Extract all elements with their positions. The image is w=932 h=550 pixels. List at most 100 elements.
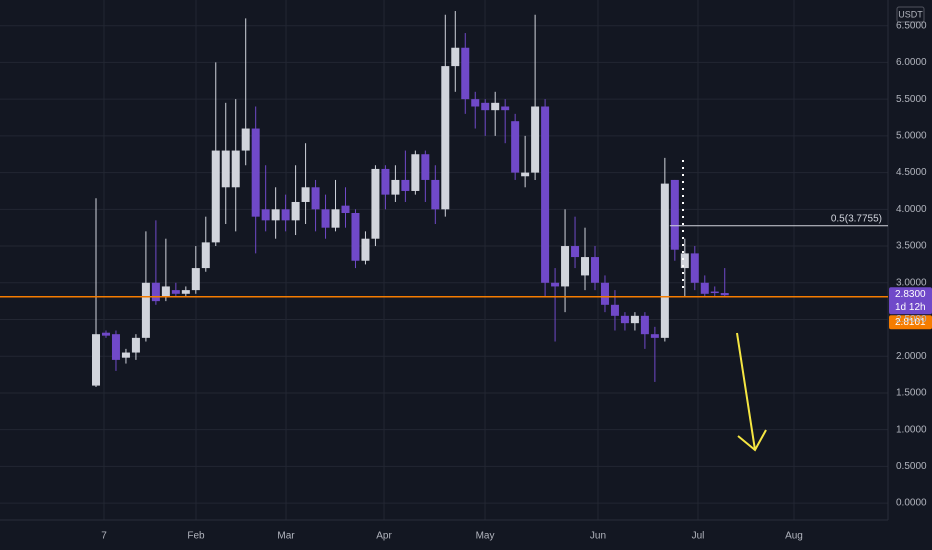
candle-body — [391, 179, 400, 195]
candle-body — [191, 268, 200, 291]
unit-box — [896, 6, 925, 23]
candle-body — [461, 47, 470, 100]
y-tick-label: 6.0000 — [896, 57, 927, 68]
forecast-arrow — [736, 332, 767, 452]
candle-body — [571, 246, 580, 258]
y-tick-label: 4.5000 — [896, 167, 927, 178]
candle-body — [341, 205, 350, 213]
candle-body — [331, 209, 340, 228]
candle-body — [670, 179, 679, 250]
x-tick-label: Aug — [785, 531, 803, 542]
candle-body — [640, 315, 649, 335]
candle-body — [401, 179, 410, 191]
candle-body — [421, 154, 430, 180]
candle-body — [291, 201, 300, 221]
arrow-head — [737, 429, 767, 452]
price-line-tag — [889, 315, 932, 330]
candle-body — [710, 291, 719, 294]
candle-body — [171, 290, 180, 294]
candle-body — [121, 352, 130, 358]
y-tick-label: 2.0000 — [896, 351, 927, 362]
y-tick-label: 0.5000 — [896, 461, 927, 472]
y-tick-label: 1.5000 — [896, 388, 927, 399]
candle-body — [481, 102, 490, 111]
candle-body — [531, 106, 540, 173]
x-tick-label: Apr — [376, 531, 392, 542]
y-tick-label: 5.0000 — [896, 131, 927, 142]
candle-body — [271, 209, 280, 221]
candle-body — [361, 238, 370, 261]
candle-body — [211, 150, 220, 243]
candle-body — [371, 168, 380, 239]
last-price-tag — [889, 287, 932, 315]
candle-body — [471, 99, 480, 107]
candle-body — [251, 128, 260, 217]
candle-body — [231, 150, 240, 188]
candle-body — [680, 253, 689, 269]
candle-body — [541, 106, 550, 283]
candle-body — [311, 187, 320, 210]
y-tick-label: 2.5000 — [896, 314, 927, 325]
candle-body — [301, 187, 310, 202]
candle-body — [600, 282, 609, 305]
x-tick-label: 7 — [101, 531, 107, 542]
overlays: 0.5(3.7755) 2.8300 1d 12h 2.8101 — [0, 213, 932, 330]
candle-body — [451, 47, 460, 67]
candle-body — [92, 334, 101, 386]
candle-body — [141, 282, 150, 338]
candle-body — [501, 106, 510, 111]
candles — [92, 11, 729, 388]
x-tick-label: Jun — [590, 531, 606, 542]
candle-body — [381, 168, 390, 195]
candle-body — [630, 315, 639, 324]
y-tick-label: 0.0000 — [896, 498, 927, 509]
candle-body — [690, 253, 699, 283]
candle-body — [131, 337, 140, 353]
candle-body — [561, 246, 570, 287]
candle-body — [261, 209, 270, 221]
candle-body — [441, 66, 450, 210]
fib-label: 0.5(3.7755) — [831, 213, 882, 224]
x-tick-label: Mar — [277, 531, 295, 542]
y-tick-label: 3.5000 — [896, 241, 927, 252]
candle-body — [151, 282, 160, 302]
price-line-label: 2.8101 — [895, 317, 926, 328]
candle-body — [351, 212, 360, 261]
candle-body — [660, 183, 669, 338]
x-tick-label: Jul — [692, 531, 705, 542]
candle-body — [521, 172, 530, 177]
y-tick-label: 3.0000 — [896, 277, 927, 288]
candle-body — [511, 121, 520, 173]
candle-body — [491, 102, 500, 111]
arrow-shaft — [736, 332, 756, 451]
candle-body — [581, 257, 590, 276]
candle-body — [411, 154, 420, 191]
candle-body — [161, 286, 170, 298]
candle-body — [610, 304, 619, 316]
candle-body — [551, 282, 560, 287]
candle-body — [181, 290, 190, 294]
x-tick-label: May — [476, 531, 495, 542]
candle-body — [201, 242, 210, 269]
countdown-label: 1d 12h — [895, 302, 926, 313]
candle-body — [281, 209, 290, 221]
x-tick-label: Feb — [187, 531, 205, 542]
candle-body — [221, 150, 230, 188]
candle-body — [590, 257, 599, 283]
unit-label: USDT — [898, 9, 923, 19]
candle-body — [111, 334, 120, 360]
candle-body — [101, 332, 110, 336]
last-price-label: 2.8300 — [895, 289, 926, 300]
y-tick-label: 4.0000 — [896, 204, 927, 215]
candle-body — [321, 209, 330, 228]
candle-body — [720, 293, 729, 296]
candle-body — [431, 179, 440, 210]
candle-body — [241, 128, 250, 151]
y-tick-label: 1.0000 — [896, 424, 927, 435]
y-tick-label: 6.5000 — [896, 20, 927, 31]
candle-body — [650, 334, 659, 338]
candle-body — [620, 315, 629, 324]
y-tick-label: 5.5000 — [896, 94, 927, 105]
